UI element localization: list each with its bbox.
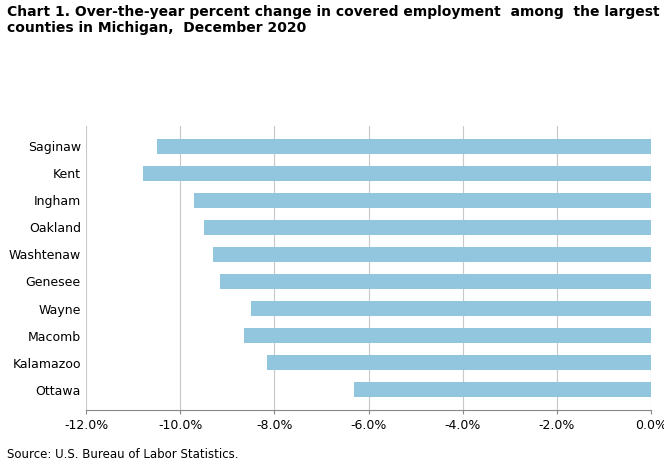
Bar [204,220,651,235]
Bar [251,301,651,316]
Bar [195,193,651,208]
Bar [268,355,651,370]
Bar [213,247,651,262]
Bar [220,274,651,289]
Text: Source: U.S. Bureau of Labor Statistics.: Source: U.S. Bureau of Labor Statistics. [7,448,238,461]
Bar [244,328,651,343]
Bar [355,382,651,397]
Text: Chart 1. Over-the-year percent change in covered employment  among  the largest
: Chart 1. Over-the-year percent change in… [7,5,659,35]
Bar [143,166,651,181]
Bar [157,139,651,154]
